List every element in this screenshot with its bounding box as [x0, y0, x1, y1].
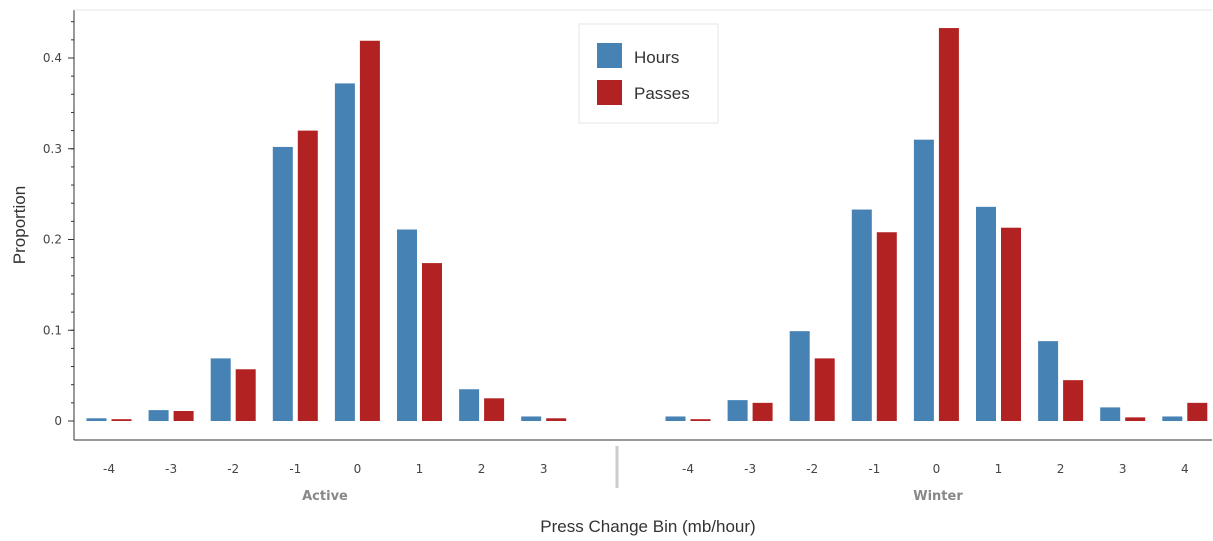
- bar-active-passes: [546, 418, 567, 421]
- legend-label-passes: Passes: [634, 84, 690, 103]
- bar-winter-hours: [789, 331, 810, 421]
- bar-active-hours: [397, 229, 417, 421]
- bar-winter-passes: [752, 402, 773, 421]
- bar-winter-hours: [665, 416, 686, 421]
- x-tick-label: 3: [540, 462, 548, 476]
- axes: [73, 9, 1212, 441]
- bar-winter-passes: [876, 232, 897, 421]
- bar-active-hours: [148, 410, 169, 421]
- bar-winter-hours: [1162, 416, 1183, 421]
- bar-winter-hours: [976, 206, 996, 421]
- x-tick-label: -4: [682, 462, 694, 476]
- bar-active-hours: [272, 146, 293, 421]
- x-tick-label: 4: [1181, 462, 1189, 476]
- x-tick-label: 1: [995, 462, 1003, 476]
- bar-active-hours: [521, 416, 542, 421]
- bar-winter-hours: [1038, 341, 1059, 421]
- x-tick-label: -3: [744, 462, 756, 476]
- x-axis-title: Press Change Bin (mb/hour): [540, 517, 755, 536]
- bar-active-passes: [235, 369, 256, 421]
- y-tick-label: 0.3: [43, 142, 62, 156]
- bar-winter-passes: [1001, 227, 1021, 421]
- bar-active-passes: [484, 398, 505, 421]
- legend-swatch-hours: [597, 43, 622, 68]
- bar-winter-hours: [1100, 407, 1121, 421]
- x-tick-label: 3: [1119, 462, 1127, 476]
- legend-swatch-passes: [597, 80, 622, 105]
- bar-active-hours: [334, 83, 355, 421]
- bar-winter-passes: [690, 419, 711, 421]
- bar-winter-hours: [727, 400, 748, 421]
- bar-active-passes: [173, 411, 194, 421]
- group-label: Winter: [913, 489, 963, 504]
- y-tick-label: 0.4: [43, 51, 62, 65]
- x-tick-label: 0: [354, 462, 362, 476]
- y-tick-label: 0: [54, 414, 62, 428]
- group-label: Active: [302, 489, 348, 504]
- legend-box: [578, 23, 719, 124]
- legend: Hours Passes: [578, 23, 719, 124]
- bar-winter-hours: [851, 209, 872, 421]
- x-tick-label: 0: [933, 462, 941, 476]
- x-tick-label: -2: [227, 462, 239, 476]
- x-tick-label: 2: [1057, 462, 1065, 476]
- bar-winter-passes: [1187, 402, 1208, 421]
- legend-label-hours: Hours: [634, 48, 679, 67]
- x-tick-label: 1: [416, 462, 424, 476]
- bar-winter-passes: [1063, 380, 1084, 421]
- bar-winter-passes: [938, 28, 959, 422]
- bar-active-hours: [86, 418, 107, 421]
- y-tick-label: 0.1: [43, 323, 62, 337]
- bar-active-passes: [359, 40, 380, 421]
- bar-active-passes: [297, 130, 318, 421]
- bar-winter-passes: [1125, 417, 1146, 421]
- y-axis-title: Proportion: [10, 186, 29, 264]
- x-tick-label: -1: [868, 462, 880, 476]
- x-tick-label: -3: [165, 462, 177, 476]
- x-tick-label: -4: [103, 462, 115, 476]
- bars: [86, 28, 1208, 422]
- bar-active-passes: [111, 419, 132, 421]
- bar-active-passes: [422, 263, 442, 421]
- y-ticks: 0 0.1 0.2 0.3 0.4: [43, 21, 74, 428]
- bar-winter-passes: [814, 358, 835, 421]
- bar-active-hours: [459, 389, 480, 421]
- x-tick-label: -2: [806, 462, 818, 476]
- bar-active-hours: [210, 358, 231, 421]
- x-ticks: -4 -3 -2 -1 0 1 2 3 Active -4 -3 -2 -1 0 1 2 3 4 Winter: [103, 462, 1189, 504]
- x-tick-label: 2: [478, 462, 486, 476]
- bar-winter-hours: [913, 139, 934, 422]
- y-tick-label: 0.2: [43, 233, 62, 247]
- x-tick-label: -1: [289, 462, 301, 476]
